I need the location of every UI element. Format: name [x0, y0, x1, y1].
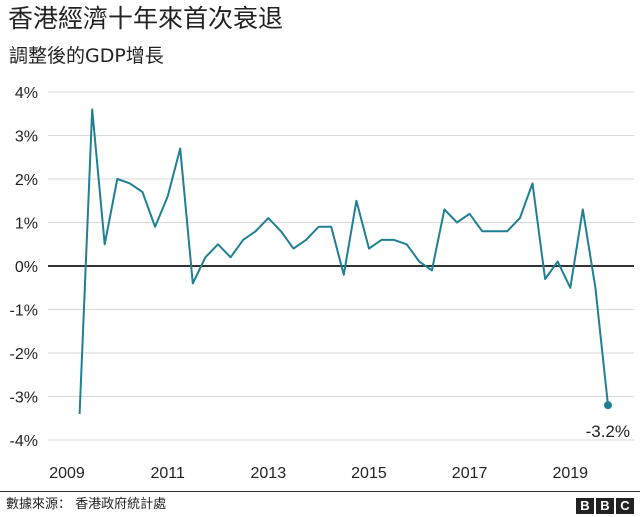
y-tick-label: -3% — [10, 390, 38, 407]
x-axis-ticks: 2009 2011 2013 2015 2017 2019 — [49, 465, 588, 482]
x-tick-label: 2009 — [49, 465, 85, 482]
y-tick-label: -2% — [10, 346, 38, 363]
logo-letter-c: C — [616, 498, 634, 514]
bbc-logo: B B C — [576, 498, 634, 514]
x-tick-label: 2011 — [150, 465, 185, 482]
gdp-line-chart: 4%3%2%1%0%-1%-2%-3%-4% 2009 2011 2013 2015 2… — [10, 85, 634, 482]
y-axis-ticks: 4% 3% 2% 1% 0% -1% -2% -3% -4% — [10, 85, 38, 450]
grid-lines — [48, 91, 634, 441]
y-tick-label: 3% — [15, 129, 38, 146]
footer-divider — [0, 491, 640, 492]
y-tick-label: -4% — [10, 433, 38, 450]
latest-point-marker — [604, 401, 612, 410]
x-tick-label: 2019 — [552, 465, 588, 482]
chart-subtitle: 調整後的GDP增長 — [9, 45, 164, 67]
latest-value-label: -3.2% — [586, 422, 630, 441]
source-note: 數據來源： 香港政府統計處 — [6, 497, 167, 512]
y-tick-label: 0% — [15, 259, 38, 276]
logo-letter-b1: B — [576, 498, 594, 514]
gdp-growth-line — [78, 108, 609, 414]
y-tick-label: 2% — [15, 172, 38, 189]
x-tick-label: 2015 — [351, 465, 387, 482]
logo-letter-b2: B — [596, 498, 614, 514]
x-tick-label: 2017 — [452, 465, 488, 482]
y-tick-label: 4% — [15, 85, 38, 102]
x-tick-label: 2013 — [251, 465, 287, 482]
chart-title: 香港經濟十年來首次衰退 — [8, 4, 284, 33]
y-tick-label: 1% — [15, 216, 38, 233]
y-tick-label: -1% — [10, 303, 38, 320]
